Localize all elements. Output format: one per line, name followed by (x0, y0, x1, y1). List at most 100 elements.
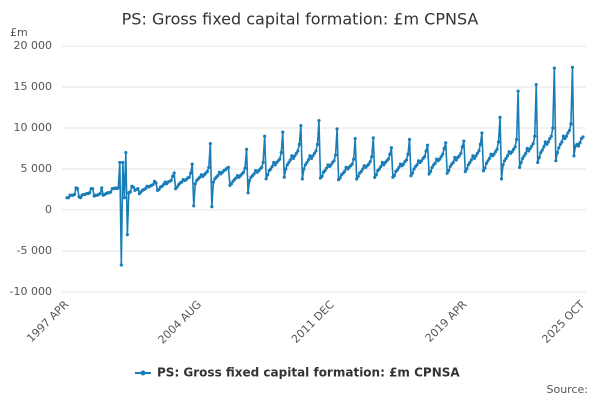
data-point (382, 163, 386, 167)
data-point (425, 143, 430, 147)
data-point (279, 151, 283, 155)
data-point (136, 187, 140, 191)
data-point (278, 157, 282, 161)
data-point (229, 182, 234, 186)
data-point (192, 204, 196, 208)
data-point (118, 160, 122, 165)
data-point (504, 156, 508, 160)
data-point (453, 155, 457, 160)
data-point (124, 151, 128, 155)
data-point (300, 177, 304, 181)
data-point (505, 154, 510, 158)
data-point (116, 186, 120, 190)
data-point (501, 163, 505, 167)
data-point (409, 173, 413, 178)
data-point (252, 172, 256, 176)
data-point (143, 187, 148, 191)
data-point (281, 130, 285, 134)
data-point (323, 169, 327, 173)
data-point (466, 163, 470, 167)
x-tick-label: 2025 OCT (539, 298, 587, 346)
data-point (270, 164, 274, 169)
data-point (555, 151, 559, 155)
data-point (246, 191, 250, 195)
data-point (442, 146, 446, 151)
data-point (392, 173, 397, 178)
data-point (478, 142, 483, 146)
data-point (260, 165, 264, 169)
data-point (552, 66, 556, 70)
data-point (272, 160, 276, 165)
data-point (172, 171, 176, 175)
x-tick-label: 2011 DEC (289, 298, 337, 346)
legend-marker (140, 370, 146, 376)
data-point (444, 141, 448, 145)
data-point (519, 160, 523, 165)
data-point (190, 162, 194, 166)
data-point (72, 192, 77, 197)
y-tick-label: 10 000 (14, 121, 53, 134)
data-point (333, 153, 338, 157)
data-point (306, 158, 311, 162)
data-point (247, 178, 252, 183)
y-tick-label: -5 000 (17, 244, 52, 257)
data-point (361, 167, 365, 171)
data-point (433, 161, 437, 165)
data-point (560, 140, 564, 144)
data-point (570, 65, 575, 69)
data-point (244, 147, 249, 151)
data-point (472, 156, 476, 160)
data-point (536, 160, 540, 165)
data-point (355, 177, 359, 181)
data-point (516, 89, 520, 93)
data-point (468, 160, 472, 165)
data-point (154, 181, 158, 185)
data-point (261, 160, 265, 165)
data-point (293, 154, 297, 158)
data-point (157, 187, 161, 192)
data-point (557, 146, 561, 150)
data-point (373, 175, 377, 179)
data-point (198, 175, 202, 179)
data-point (380, 160, 384, 165)
data-point (448, 164, 452, 169)
data-point (530, 144, 534, 148)
data-point (285, 163, 289, 167)
data-point (187, 175, 191, 179)
data-point (211, 180, 215, 184)
data-point (119, 263, 123, 267)
data-point (189, 171, 193, 175)
data-point (169, 178, 173, 183)
data-point (533, 134, 537, 138)
y-axis-unit: £m (10, 26, 28, 39)
data-point (314, 149, 318, 153)
data-point (287, 160, 291, 165)
data-point (477, 149, 481, 153)
data-point (78, 196, 83, 200)
data-point (207, 165, 211, 169)
data-point (282, 175, 286, 179)
data-point (513, 145, 517, 149)
data-point (171, 174, 175, 178)
data-point (386, 157, 390, 161)
data-point (543, 140, 547, 144)
data-point (459, 151, 463, 156)
data-point (558, 142, 562, 146)
data-point (296, 149, 300, 153)
data-point (462, 139, 466, 143)
data-point (122, 196, 126, 200)
y-tick-label: 0 (45, 203, 52, 216)
data-point (542, 145, 546, 149)
data-point (441, 152, 445, 156)
data-point (424, 149, 428, 153)
data-point (422, 155, 427, 159)
data-point (302, 167, 306, 171)
data-point (481, 169, 486, 173)
data-point (515, 137, 519, 142)
data-point (297, 142, 301, 146)
data-point (175, 185, 179, 189)
x-tick-label: 2019 APR (423, 298, 470, 345)
data-point (305, 160, 309, 165)
data-point (524, 151, 528, 156)
